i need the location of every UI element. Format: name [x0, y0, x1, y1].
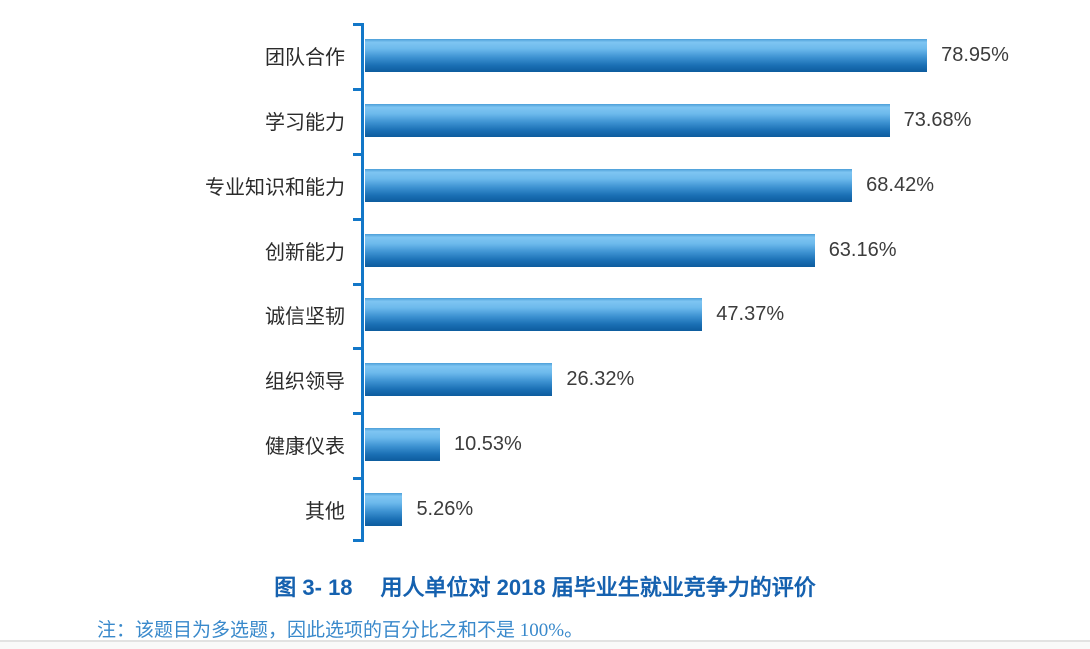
axis-tick	[353, 152, 362, 156]
axis-tick	[353, 217, 362, 221]
value-label: 63.16%	[828, 238, 897, 261]
figure-caption: 图 3- 18 用人单位对 2018 届毕业生就业竞争力的评价	[0, 570, 1090, 602]
bar-zone: 73.68%	[365, 103, 1090, 137]
bar	[365, 428, 440, 462]
bar	[365, 38, 928, 72]
axis-tick	[353, 477, 362, 481]
category-label: 组织领导	[265, 371, 345, 394]
bar	[365, 233, 815, 267]
value-label: 68.42%	[866, 173, 934, 196]
value-label: 47.37%	[716, 303, 785, 326]
chart-row: 诚信坚韧 47.37%	[0, 283, 1090, 348]
bar	[365, 298, 703, 332]
axis-tick	[353, 282, 362, 286]
value-label: 78.95%	[941, 43, 1009, 66]
category-label: 创新能力	[265, 241, 345, 264]
bar-zone: 47.37%	[365, 298, 1090, 332]
bar-zone: 63.16%	[365, 233, 1090, 267]
category-label: 健康仪表	[265, 436, 345, 459]
page-bottom-edge	[0, 640, 1090, 649]
bar	[365, 103, 890, 137]
chart-rows: 团队合作 78.95% 学习能力 73.68% 专业知识和能力 68.42% 创新能力 63.…	[0, 23, 1090, 542]
bar	[365, 493, 403, 527]
chart-row: 学习能力 73.68%	[0, 88, 1090, 153]
category-label: 团队合作	[265, 46, 345, 69]
bar-zone: 78.95%	[365, 38, 1090, 72]
bar-zone: 26.32%	[365, 363, 1090, 397]
axis-tick	[353, 539, 362, 542]
value-label: 10.53%	[453, 433, 522, 456]
axis-tick	[353, 87, 362, 91]
chart-row: 专业知识和能力 68.42%	[0, 153, 1090, 218]
category-label: 学习能力	[265, 111, 345, 134]
y-axis-line	[361, 23, 364, 542]
bar-zone: 5.26%	[365, 493, 1090, 527]
bar-zone: 10.53%	[365, 428, 1090, 462]
chart-row: 组织领导 26.32%	[0, 347, 1090, 412]
bar-chart: 团队合作 78.95% 学习能力 73.68% 专业知识和能力 68.42% 创新能力 63.…	[0, 23, 1090, 543]
bar	[365, 168, 853, 202]
category-label: 其他	[305, 501, 345, 524]
chart-row: 其他 5.26%	[0, 477, 1090, 542]
category-label: 专业知识和能力	[205, 176, 345, 199]
value-label: 5.26%	[416, 498, 474, 521]
bar	[365, 363, 553, 397]
value-label: 73.68%	[903, 108, 972, 131]
chart-row: 团队合作 78.95%	[0, 23, 1090, 88]
figure-number: 图 3- 18	[274, 575, 353, 600]
footnote: 注：该题目为多选题，因此选项的百分比之和不是 100%。	[97, 620, 584, 641]
axis-tick	[353, 412, 362, 416]
chart-row: 健康仪表 10.53%	[0, 412, 1090, 477]
axis-tick	[353, 347, 362, 351]
value-label: 26.32%	[566, 368, 635, 391]
chart-row: 创新能力 63.16%	[0, 218, 1090, 283]
bar-zone: 68.42%	[365, 168, 1090, 202]
axis-tick	[353, 23, 362, 26]
figure-title: 用人单位对 2018 届毕业生就业竞争力的评价	[380, 575, 816, 600]
category-label: 诚信坚韧	[265, 306, 345, 329]
